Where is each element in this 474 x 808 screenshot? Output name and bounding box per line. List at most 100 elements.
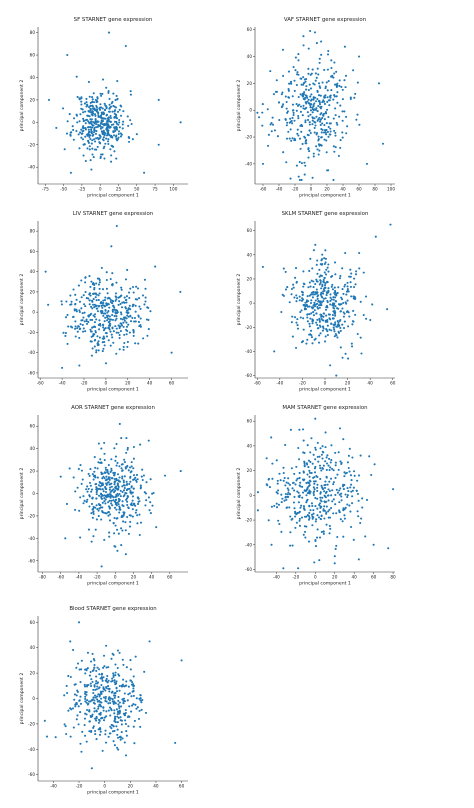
data-point — [101, 506, 104, 509]
data-point — [356, 81, 359, 84]
data-point — [113, 126, 116, 129]
data-point — [313, 293, 316, 296]
data-point — [113, 545, 116, 548]
data-point — [307, 67, 310, 70]
data-point — [135, 480, 138, 483]
data-point — [315, 288, 318, 291]
data-point — [116, 461, 119, 465]
data-point — [75, 114, 79, 117]
data-point — [301, 297, 304, 300]
data-point — [350, 479, 353, 482]
data-point — [303, 91, 306, 94]
data-point — [131, 508, 134, 511]
data-point — [113, 447, 116, 450]
data-point — [319, 94, 322, 97]
data-point — [296, 324, 299, 327]
data-point — [314, 465, 317, 468]
data-point — [113, 120, 117, 123]
data-point — [309, 73, 312, 76]
data-point — [120, 322, 123, 325]
data-point — [92, 726, 95, 729]
data-point — [319, 86, 322, 89]
data-point — [138, 533, 141, 537]
data-point — [121, 500, 124, 503]
data-point — [330, 444, 333, 447]
data-point — [321, 488, 325, 491]
x-axis-label: principal component 1 — [299, 193, 351, 199]
data-point — [97, 707, 100, 710]
y-axis-label: principal component 2 — [19, 274, 25, 326]
data-point — [339, 487, 342, 490]
data-point — [99, 728, 102, 731]
data-point — [101, 494, 105, 497]
data-point — [300, 130, 303, 133]
data-point — [326, 130, 329, 134]
data-point — [94, 717, 97, 720]
data-point — [113, 473, 116, 476]
data-point — [144, 300, 147, 303]
data-point — [348, 504, 351, 507]
data-point — [322, 319, 325, 322]
data-point — [327, 263, 330, 266]
data-point — [296, 297, 299, 300]
data-point — [339, 346, 342, 349]
data-point — [348, 315, 351, 318]
data-point — [271, 477, 274, 480]
data-point — [103, 452, 106, 455]
data-point — [116, 473, 120, 476]
data-point — [93, 710, 96, 713]
data-point — [333, 72, 336, 75]
data-point — [95, 130, 98, 133]
data-point — [316, 272, 319, 275]
data-point — [312, 476, 315, 479]
data-point — [101, 288, 105, 291]
data-point — [294, 510, 297, 513]
data-point — [93, 685, 96, 688]
data-point — [139, 697, 142, 700]
data-point — [303, 530, 307, 533]
data-point — [117, 503, 120, 506]
data-point — [111, 272, 114, 275]
data-point — [305, 494, 308, 497]
data-point — [256, 111, 259, 114]
data-point — [320, 315, 323, 318]
data-point — [328, 469, 331, 472]
data-point — [284, 484, 287, 487]
data-point — [333, 330, 336, 333]
data-point — [350, 483, 353, 486]
data-point — [74, 303, 77, 306]
data-point — [110, 657, 113, 660]
data-point — [312, 155, 315, 158]
data-point — [118, 651, 121, 654]
data-point — [284, 118, 287, 121]
data-point — [111, 299, 114, 302]
data-point — [323, 505, 326, 508]
data-point — [291, 544, 294, 547]
x-tick-label: -60 — [260, 187, 267, 192]
data-point — [320, 484, 323, 487]
data-point — [311, 176, 314, 179]
data-point — [55, 126, 58, 129]
data-point — [308, 516, 311, 520]
data-point — [61, 366, 64, 369]
data-point — [330, 494, 333, 497]
data-point — [84, 734, 87, 737]
data-point — [85, 713, 88, 716]
data-point — [290, 467, 293, 470]
data-point — [312, 509, 315, 512]
data-point — [109, 148, 112, 151]
data-point — [340, 296, 343, 299]
data-point — [85, 322, 89, 325]
data-point — [316, 302, 319, 305]
chart-panel: MAM STARNET gene expression-40 -20 0 20 40 60… — [236, 405, 396, 587]
data-point — [315, 321, 318, 324]
data-point — [121, 515, 124, 518]
data-point — [342, 301, 345, 305]
data-point — [113, 532, 116, 535]
data-point — [97, 340, 100, 343]
data-point — [354, 273, 358, 276]
data-point — [354, 313, 357, 316]
data-point — [94, 117, 97, 121]
data-point — [76, 121, 79, 124]
y-tick-label: 60 — [30, 249, 36, 254]
